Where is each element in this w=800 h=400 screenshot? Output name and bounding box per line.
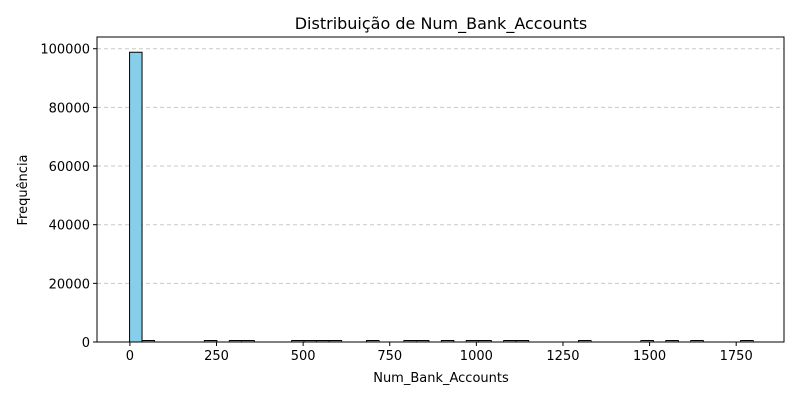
x-tick-label-7: 1750 xyxy=(720,349,753,364)
y-tick-label-4: 80000 xyxy=(49,101,90,116)
x-tick-label-0: 0 xyxy=(126,349,134,364)
x-tick-label-4: 1000 xyxy=(460,349,493,364)
y-tick-label-1: 20000 xyxy=(49,277,90,292)
x-tick-label-2: 500 xyxy=(291,349,316,364)
plot-frame xyxy=(96,36,785,343)
x-tick-label-3: 750 xyxy=(377,349,402,364)
grid-lines xyxy=(97,48,784,284)
x-tick-label-1: 250 xyxy=(204,349,229,364)
y-axis-label: Frequência xyxy=(16,154,31,225)
chart-title: Distribuição de Num_Bank_Accounts xyxy=(295,14,588,34)
histogram-bars xyxy=(129,51,754,343)
x-axis-label: Num_Bank_Accounts xyxy=(373,371,509,386)
x-tick-label-5: 1250 xyxy=(546,349,579,364)
y-tick-label-2: 40000 xyxy=(49,219,90,234)
y-tick-label-3: 60000 xyxy=(49,160,90,175)
y-axis-ticks: 0 20000 40000 60000 80000 100000 xyxy=(40,43,97,351)
y-tick-label-5: 100000 xyxy=(40,43,90,58)
histogram-bar-0 xyxy=(129,51,143,343)
x-tick-label-6: 1500 xyxy=(633,349,666,364)
y-tick-label-0: 0 xyxy=(82,336,90,351)
x-axis-ticks: 0 250 500 750 1000 1250 1500 1750 xyxy=(126,342,753,364)
